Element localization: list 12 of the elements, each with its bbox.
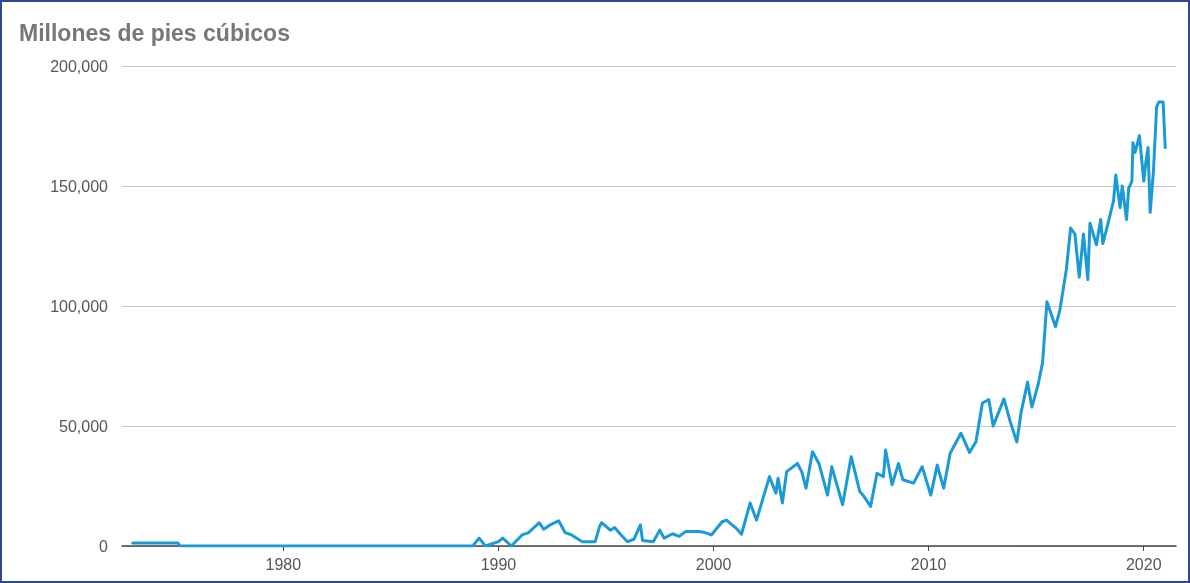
y-tick-label: 100,000: [50, 297, 109, 315]
y-tick-label: 50,000: [59, 417, 109, 435]
x-tick-label: 2020: [1125, 555, 1162, 573]
x-tick-label: 2000: [695, 555, 732, 573]
line-series: [131, 100, 1167, 548]
y-tick-label: 150,000: [50, 177, 109, 195]
x-tick-label: 1980: [265, 555, 302, 573]
chart-title: Millones de pies cúbicos: [19, 19, 290, 46]
x-tick-label: 2010: [910, 555, 947, 573]
y-tick-label: 200,000: [50, 57, 109, 75]
y-tick-label: 0: [99, 537, 109, 555]
x-tick-label: 1990: [480, 555, 517, 573]
